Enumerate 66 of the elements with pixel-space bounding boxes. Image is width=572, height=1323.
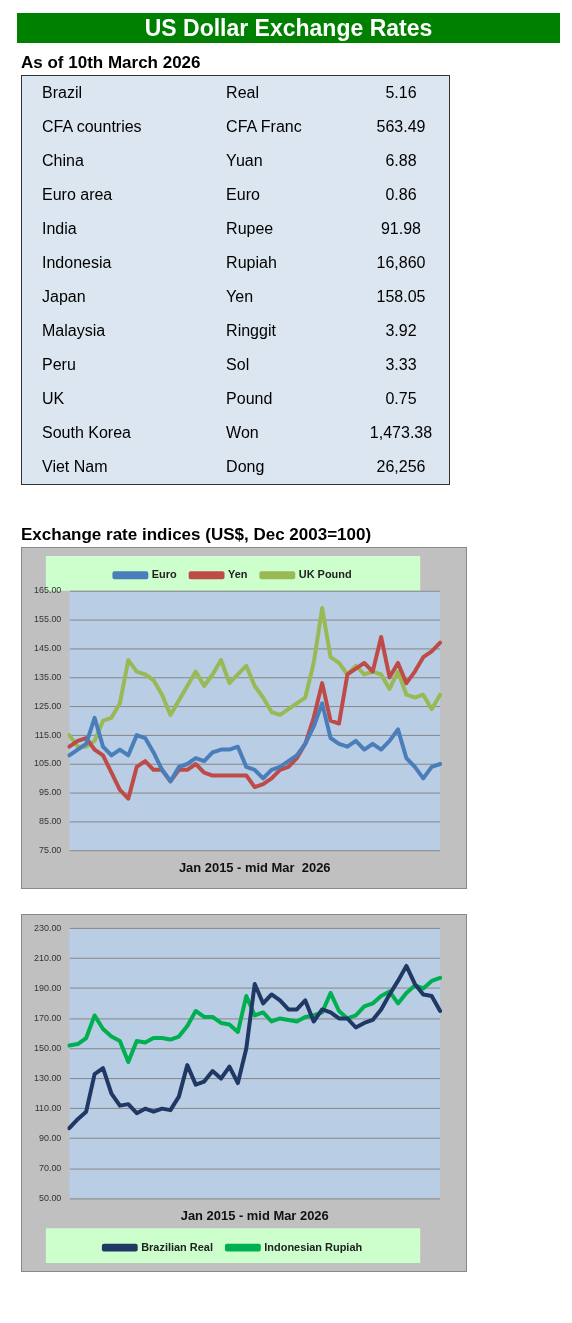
x-axis-title: Jan 2015 - mid Mar 2026 [178,859,331,875]
legend-label: UK Pound [298,568,352,581]
text: 3.33 [384,355,418,375]
y-tick-label: 110.00 [34,1103,62,1114]
y-tick-label: 90.00 [38,1133,62,1144]
chart-title: Exchange rate indices (US$, Dec 2003=100) [21,525,373,546]
y-tick-label: 95.00 [38,787,62,798]
y-tick-label: 75.00 [38,845,62,856]
y-tick-label: 85.00 [38,816,62,827]
text: CFA Franc [225,117,303,137]
text: 1,473.38 [368,423,434,443]
y-tick-label: 105.00 [33,758,62,769]
text: Won [225,423,260,443]
text: Euro [225,185,261,205]
y-tick-label: 145.00 [33,642,62,653]
y-tick-label: 115.00 [34,729,62,740]
text: Real [225,83,260,103]
text: Euro area [41,185,114,205]
text: China [41,151,85,171]
text: 0.75 [384,389,418,409]
legend-label: Indonesian Rupiah [264,1240,363,1253]
legend-label: Brazilian Real [141,1240,213,1253]
text: Rupee [225,219,275,239]
legend-label: Yen [227,568,248,581]
y-tick-label: 230.00 [33,922,62,933]
y-tick-label: 165.00 [33,585,62,596]
y-tick-label: 135.00 [33,671,62,682]
text: Malaysia [41,321,107,341]
text: 5.16 [384,83,418,103]
y-tick-label: 50.00 [38,1193,62,1204]
text: Dong [225,457,266,477]
text: Yen [225,287,255,307]
text: India [41,219,78,239]
text: CFA countries [41,117,143,137]
text: Viet Nam [41,457,109,477]
y-tick-label: 130.00 [33,1073,62,1084]
text: Indonesia [41,253,113,273]
y-tick-label: 155.00 [33,614,62,625]
y-tick-label: 170.00 [33,1012,62,1023]
text: Ringgit [225,321,277,341]
text: As of 10th March 2026 [21,53,202,73]
text: South Korea [41,423,132,443]
text: 3.92 [384,321,418,341]
text: 563.49 [375,117,427,137]
text: US Dollar Exchange Rates [17,13,560,43]
text: Pound [225,389,274,409]
legend-label: Euro [151,568,178,581]
y-tick-label: 70.00 [38,1163,62,1174]
text: Japan [41,287,87,307]
y-tick-label: 210.00 [33,952,62,963]
text: 0.86 [384,185,418,205]
text: 16,860 [375,253,427,273]
text: 6.88 [384,151,418,171]
text: Peru [41,355,77,375]
text: Rupiah [225,253,278,273]
text: Yuan [225,151,264,171]
text: Brazil [41,83,83,103]
y-tick-label: 125.00 [33,700,62,711]
text: 26,256 [375,457,427,477]
y-tick-label: 150.00 [33,1043,62,1054]
x-axis-title: Jan 2015 - mid Mar 2026 [180,1208,329,1224]
y-tick-label: 190.00 [33,982,62,993]
text: Sol [225,355,251,375]
text: 158.05 [375,287,427,307]
text: UK [41,389,66,409]
text: 91.98 [379,219,422,239]
